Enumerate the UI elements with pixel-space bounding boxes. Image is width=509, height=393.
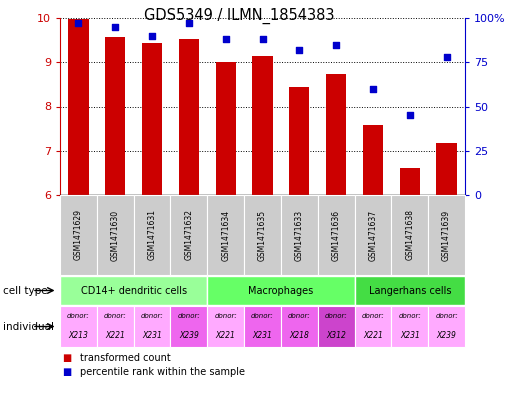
Bar: [428, 306, 465, 347]
Point: [185, 20, 193, 26]
Bar: [400, 169, 420, 195]
Bar: [207, 306, 244, 347]
Text: donor:: donor:: [178, 313, 200, 319]
Text: GSM1471632: GSM1471632: [184, 209, 193, 261]
Text: X218: X218: [290, 331, 309, 340]
Bar: [60, 276, 207, 305]
Bar: [281, 306, 318, 347]
Bar: [244, 195, 281, 275]
Point: [295, 47, 303, 53]
Text: GSM1471633: GSM1471633: [295, 209, 304, 261]
Bar: [134, 195, 171, 275]
Text: donor:: donor:: [399, 313, 421, 319]
Bar: [142, 43, 162, 195]
Bar: [436, 143, 457, 195]
Text: X221: X221: [105, 331, 125, 340]
Bar: [355, 306, 391, 347]
Text: transformed count: transformed count: [80, 353, 171, 363]
Bar: [252, 56, 273, 195]
Text: donor:: donor:: [214, 313, 237, 319]
Text: GDS5349 / ILMN_1854383: GDS5349 / ILMN_1854383: [144, 8, 334, 24]
Bar: [318, 195, 355, 275]
Text: X239: X239: [179, 331, 199, 340]
Bar: [289, 88, 309, 195]
Text: donor:: donor:: [435, 313, 458, 319]
Bar: [391, 306, 428, 347]
Text: Macrophages: Macrophages: [248, 285, 314, 296]
Bar: [134, 306, 171, 347]
Bar: [207, 276, 355, 305]
Point: [332, 41, 340, 48]
Text: GSM1471639: GSM1471639: [442, 209, 451, 261]
Text: X312: X312: [326, 331, 346, 340]
Bar: [68, 19, 89, 195]
Bar: [391, 195, 428, 275]
Text: Langerhans cells: Langerhans cells: [369, 285, 451, 296]
Bar: [60, 306, 97, 347]
Point: [406, 112, 414, 119]
Text: X231: X231: [252, 331, 272, 340]
Text: GSM1471638: GSM1471638: [405, 209, 414, 261]
Text: GSM1471635: GSM1471635: [258, 209, 267, 261]
Text: GSM1471634: GSM1471634: [221, 209, 230, 261]
Text: percentile rank within the sample: percentile rank within the sample: [80, 367, 245, 377]
Point: [442, 54, 450, 60]
Point: [111, 24, 119, 30]
Text: donor:: donor:: [67, 313, 90, 319]
Text: donor:: donor:: [140, 313, 163, 319]
Bar: [60, 195, 97, 275]
Bar: [355, 276, 465, 305]
Text: X221: X221: [216, 331, 236, 340]
Bar: [105, 37, 125, 195]
Text: donor:: donor:: [361, 313, 384, 319]
Bar: [207, 195, 244, 275]
Bar: [326, 74, 346, 195]
Point: [74, 20, 82, 26]
Bar: [428, 195, 465, 275]
Text: donor:: donor:: [325, 313, 348, 319]
Text: X221: X221: [363, 331, 383, 340]
Text: donor:: donor:: [288, 313, 310, 319]
Text: ■: ■: [63, 353, 72, 363]
Text: X231: X231: [142, 331, 162, 340]
Bar: [215, 62, 236, 195]
Bar: [363, 125, 383, 195]
Bar: [97, 306, 134, 347]
Text: X239: X239: [437, 331, 457, 340]
Point: [369, 86, 377, 92]
Bar: [97, 195, 134, 275]
Text: GSM1471631: GSM1471631: [148, 209, 157, 261]
Bar: [244, 306, 281, 347]
Point: [221, 36, 230, 42]
Text: GSM1471637: GSM1471637: [369, 209, 378, 261]
Point: [259, 36, 267, 42]
Text: GSM1471636: GSM1471636: [332, 209, 341, 261]
Bar: [171, 195, 207, 275]
Text: X231: X231: [400, 331, 420, 340]
Text: GSM1471630: GSM1471630: [111, 209, 120, 261]
Point: [148, 33, 156, 39]
Text: X213: X213: [69, 331, 89, 340]
Text: individual: individual: [3, 321, 53, 332]
Text: GSM1471629: GSM1471629: [74, 209, 83, 261]
Bar: [171, 306, 207, 347]
Text: ■: ■: [63, 367, 72, 377]
Text: donor:: donor:: [104, 313, 127, 319]
Bar: [179, 39, 199, 195]
Bar: [355, 195, 391, 275]
Bar: [281, 195, 318, 275]
Text: cell type: cell type: [3, 285, 47, 296]
Text: donor:: donor:: [251, 313, 274, 319]
Text: CD14+ dendritic cells: CD14+ dendritic cells: [80, 285, 187, 296]
Bar: [318, 306, 355, 347]
